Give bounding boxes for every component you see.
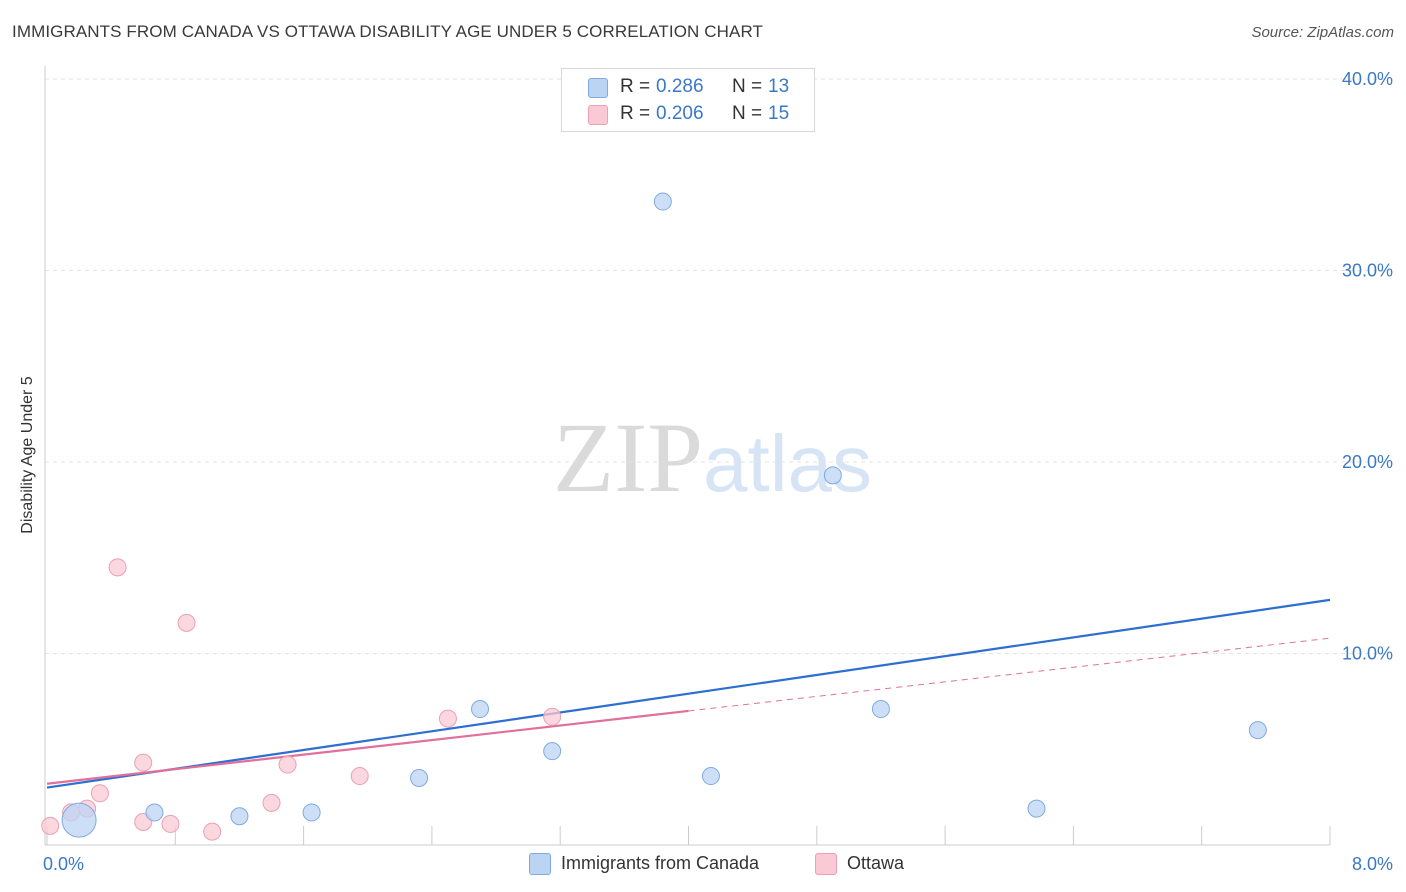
trend-line-dashed <box>688 637 1331 712</box>
trend-lines <box>46 598 1331 789</box>
data-point-ottawa <box>203 822 222 841</box>
legend-r-value: 0.206 <box>656 103 704 124</box>
data-point-canada <box>302 803 321 822</box>
bottom-legend-swatch-ottawa <box>815 853 837 875</box>
data-point-ottawa <box>41 816 60 835</box>
tick-labels: 10.0% 20.0% 30.0% 40.0% 0.0% 8.0% <box>43 69 1393 874</box>
data-point-ottawa <box>350 767 369 786</box>
data-point-canada <box>410 768 429 787</box>
legend-n-label: N = <box>732 76 763 97</box>
legend-n-label: N = <box>732 103 763 124</box>
legend-r-value: 0.286 <box>656 76 704 97</box>
trend-line-solid <box>46 598 1331 789</box>
y-tick-label: 10.0% <box>1342 644 1393 664</box>
watermark: ZIPatlas <box>553 400 872 515</box>
legend-n-value: 13 <box>768 76 790 97</box>
bottom-legend-label-canada: Immigrants from Canada <box>561 853 760 873</box>
data-point-canada <box>61 802 97 838</box>
watermark-atlas: atlas <box>703 419 872 508</box>
data-point-ottawa <box>161 814 180 833</box>
data-point-canada <box>1248 721 1267 740</box>
legend-r-label: R = <box>620 103 651 124</box>
data-point-ottawa <box>543 707 562 726</box>
legend-swatch-ottawa <box>588 105 608 125</box>
stats-legend: R = 0.286 N = 13 R = 0.206 N = 15 <box>561 68 815 132</box>
watermark-zip: ZIP <box>553 402 703 513</box>
y-tick-label: 40.0% <box>1342 69 1393 89</box>
data-point-canada <box>145 803 164 822</box>
legend-swatch-canada <box>588 78 608 98</box>
data-point-ottawa <box>438 709 457 728</box>
bottom-legend-label-ottawa: Ottawa <box>847 853 905 873</box>
data-point-ottawa <box>177 613 196 632</box>
data-point-ottawa <box>262 793 281 812</box>
data-point-ottawa <box>134 753 153 772</box>
data-point-canada <box>471 700 490 719</box>
data-point-canada <box>543 742 562 761</box>
x-tick-label: 8.0% <box>1352 854 1393 874</box>
chart-title: IMMIGRANTS FROM CANADA VS OTTAWA DISABIL… <box>12 22 763 41</box>
data-point-canada <box>823 466 842 485</box>
legend-n-value: 15 <box>768 103 790 124</box>
legend-r-label: R = <box>620 76 651 97</box>
data-point-canada <box>701 767 720 786</box>
data-point-canada <box>871 700 890 719</box>
data-point-ottawa <box>108 558 127 577</box>
source-credit: Source: ZipAtlas.com <box>1251 24 1394 41</box>
y-tick-label: 30.0% <box>1342 261 1393 281</box>
bottom-legend-swatch-canada <box>529 853 551 875</box>
data-point-canada <box>1027 799 1046 818</box>
data-point-ottawa <box>278 755 297 774</box>
data-point-canada <box>230 807 249 826</box>
grid-lines <box>45 78 1390 654</box>
data-point-canada <box>653 192 672 211</box>
trend-line-solid <box>46 709 689 785</box>
data-points <box>41 192 1267 841</box>
x-tick-label: 0.0% <box>43 854 84 874</box>
y-tick-label: 20.0% <box>1342 452 1393 472</box>
axes <box>44 66 1331 846</box>
data-point-ottawa <box>90 784 109 803</box>
